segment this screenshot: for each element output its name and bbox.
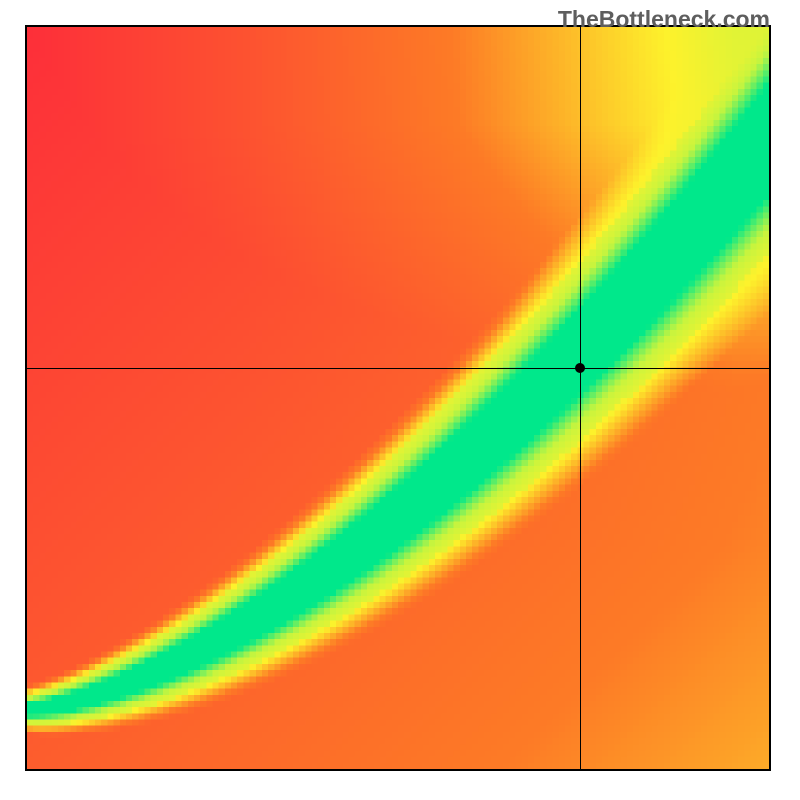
crosshair-vertical bbox=[580, 27, 581, 769]
heatmap-canvas bbox=[27, 27, 769, 769]
watermark-text: TheBottleneck.com bbox=[558, 6, 770, 33]
chart-container: TheBottleneck.com bbox=[0, 0, 800, 800]
marker-dot bbox=[575, 363, 585, 373]
crosshair-horizontal bbox=[27, 368, 769, 369]
plot-area bbox=[25, 25, 771, 771]
